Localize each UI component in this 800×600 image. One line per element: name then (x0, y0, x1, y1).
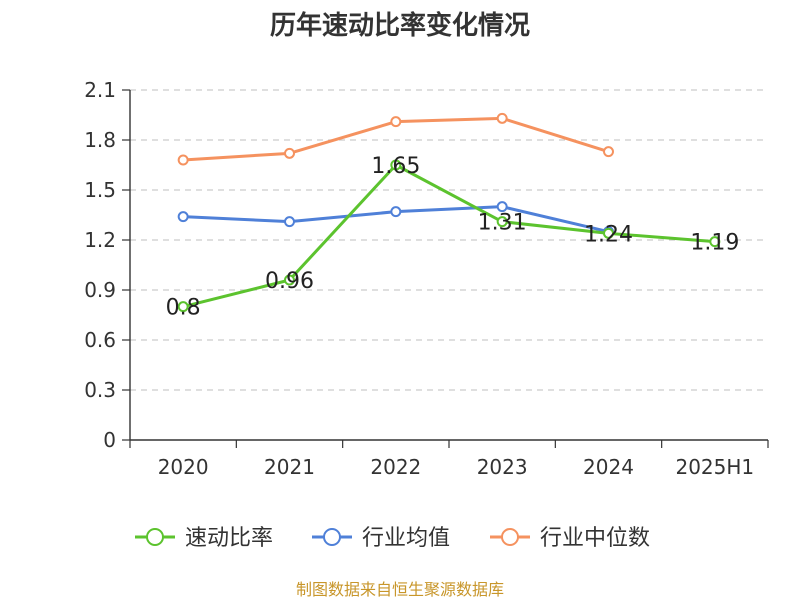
y-tick-label: 1.2 (84, 228, 116, 252)
data-point (603, 227, 614, 239)
data-point (177, 301, 189, 313)
data-label: 0.8 (166, 296, 201, 321)
data-point (496, 201, 508, 213)
data-point (177, 154, 189, 166)
legend-label: 行业中位数 (540, 526, 650, 551)
data-point (284, 216, 295, 228)
y-tick-label: 0.6 (84, 328, 116, 352)
x-tick-label: 2020 (158, 455, 209, 479)
y-tick-label: 1.8 (84, 128, 116, 152)
data-label: 0.96 (265, 269, 314, 294)
data-point (284, 147, 295, 159)
y-tick-label: 2.1 (84, 78, 116, 102)
data-label: 1.19 (690, 231, 739, 256)
series-line-0 (182, 163, 715, 309)
x-axis-ticks: 2020 2021 2022 2023 2024 2025H1 (158, 455, 754, 479)
axes (122, 89, 769, 448)
legend-marker (501, 528, 519, 546)
legend-label: 行业均值 (362, 526, 450, 551)
chart-title: 历年速动比率变化情况 (270, 10, 530, 41)
data-point (390, 159, 402, 171)
gridlines (130, 89, 768, 391)
legend-item-0[interactable]: 速动比率 (135, 526, 273, 551)
y-tick-label: 0 (103, 428, 116, 452)
series-lines (177, 112, 721, 313)
data-label: 1.31 (478, 211, 527, 236)
data-point (390, 206, 402, 218)
legend[interactable]: 速动比率 行业均值 行业中位数 (135, 526, 650, 551)
legend-marker (323, 528, 341, 546)
x-tick-label: 2021 (264, 455, 315, 479)
legend-item-1[interactable]: 行业均值 (312, 526, 450, 551)
data-point (603, 146, 614, 158)
y-axis-ticks: 0 0.3 0.6 0.9 1.2 1.5 1.8 2.1 (84, 78, 116, 452)
y-tick-label: 1.5 (84, 178, 116, 202)
data-label: 1.65 (371, 154, 420, 179)
x-tick-label: 2025H1 (675, 455, 754, 479)
data-point (496, 112, 508, 124)
x-tick-label: 2023 (477, 455, 528, 479)
x-tick-label: 2024 (583, 455, 634, 479)
x-tick-label: 2022 (370, 455, 421, 479)
y-tick-label: 0.3 (84, 378, 116, 402)
y-tick-label: 0.9 (84, 278, 116, 302)
data-point (390, 116, 402, 128)
legend-marker (146, 528, 164, 546)
data-point (284, 274, 295, 286)
data-point (177, 211, 189, 223)
legend-item-2[interactable]: 行业中位数 (490, 526, 650, 551)
data-label: 1.24 (584, 222, 633, 247)
legend-label: 速动比率 (185, 526, 273, 551)
data-labels: 0.8 0.96 1.65 1.31 1.24 1.19 (166, 154, 740, 321)
data-point (496, 216, 508, 228)
source-note: 制图数据来自恒生聚源数据库 (296, 580, 504, 599)
data-point (709, 236, 721, 248)
